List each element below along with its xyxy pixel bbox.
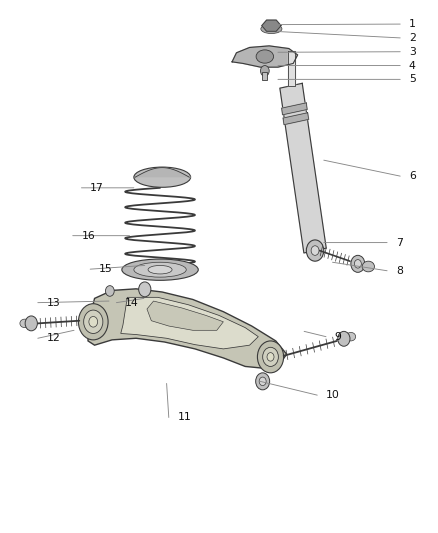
Circle shape [89,317,98,327]
Polygon shape [232,46,297,67]
Text: 17: 17 [90,183,104,193]
Text: 7: 7 [396,238,403,247]
Circle shape [354,260,361,268]
Polygon shape [262,20,281,31]
Circle shape [261,66,269,76]
Ellipse shape [122,259,198,280]
Polygon shape [282,103,307,115]
Ellipse shape [134,167,191,187]
Text: 12: 12 [46,333,60,343]
Circle shape [258,341,284,373]
Circle shape [263,348,279,367]
Text: 13: 13 [46,297,60,308]
Text: 10: 10 [326,390,340,400]
Text: 3: 3 [409,47,416,56]
Polygon shape [147,301,223,330]
Ellipse shape [148,265,172,274]
Circle shape [25,316,37,331]
Circle shape [306,240,324,261]
Text: 8: 8 [396,266,403,276]
Text: 6: 6 [409,171,416,181]
Ellipse shape [261,24,282,34]
Text: 11: 11 [177,413,191,423]
Ellipse shape [20,319,29,328]
Circle shape [84,310,103,334]
Polygon shape [283,113,309,125]
Circle shape [267,353,274,361]
Ellipse shape [256,50,274,63]
Polygon shape [121,297,258,349]
Ellipse shape [134,262,186,277]
Text: 9: 9 [335,332,342,342]
Text: 1: 1 [409,19,416,29]
Polygon shape [288,51,294,86]
Circle shape [256,373,270,390]
Text: 14: 14 [125,297,139,308]
Circle shape [259,377,266,385]
FancyBboxPatch shape [262,72,268,80]
Text: 15: 15 [99,264,113,274]
Circle shape [351,255,365,272]
Ellipse shape [362,261,374,272]
Circle shape [78,304,108,340]
Circle shape [106,286,114,296]
Circle shape [311,246,319,255]
Text: 16: 16 [81,231,95,241]
Circle shape [139,282,151,297]
Text: 5: 5 [409,75,416,84]
Polygon shape [280,83,326,253]
Ellipse shape [346,333,356,341]
Text: 2: 2 [409,33,416,43]
Circle shape [338,332,350,346]
Text: 4: 4 [409,61,416,70]
Polygon shape [88,289,287,368]
